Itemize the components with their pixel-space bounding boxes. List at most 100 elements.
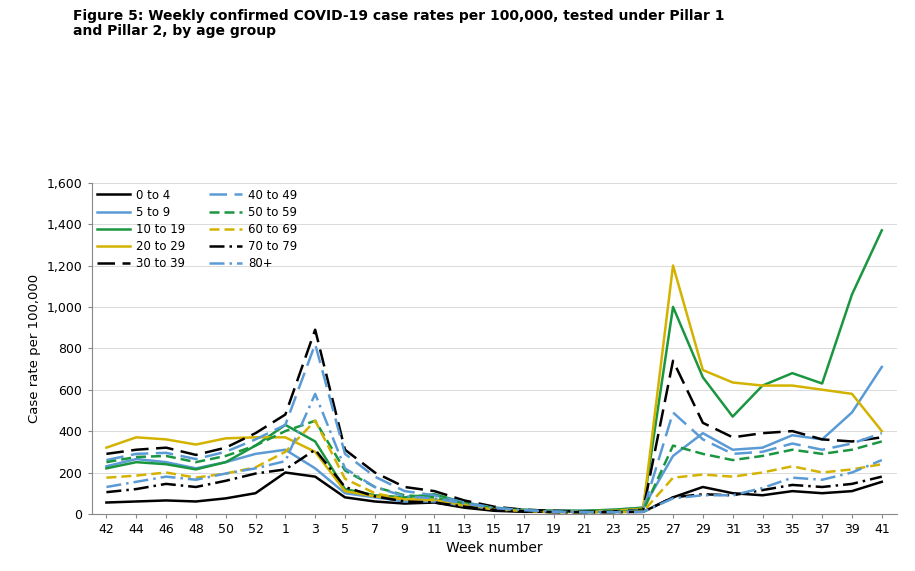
80+ — [638, 508, 649, 515]
70 to 79 — [578, 509, 589, 516]
70 to 79 — [638, 508, 649, 515]
60 to 69 — [846, 466, 857, 473]
80+ — [668, 495, 679, 502]
50 to 59 — [548, 508, 559, 515]
0 to 4 — [697, 484, 708, 490]
50 to 59 — [877, 438, 888, 445]
70 to 79 — [668, 494, 679, 501]
80+ — [787, 475, 798, 481]
60 to 69 — [668, 475, 679, 481]
0 to 4 — [787, 488, 798, 494]
X-axis label: Week number: Week number — [446, 541, 543, 556]
30 to 39 — [548, 508, 559, 514]
5 to 9 — [608, 506, 619, 513]
5 to 9 — [190, 465, 201, 472]
0 to 4 — [339, 494, 350, 501]
0 to 4 — [846, 488, 857, 494]
10 to 19 — [638, 504, 649, 511]
Line: 30 to 39: 30 to 39 — [106, 329, 882, 512]
0 to 4 — [817, 490, 828, 497]
30 to 39 — [250, 430, 261, 437]
40 to 49 — [429, 492, 440, 498]
50 to 59 — [399, 492, 410, 498]
60 to 69 — [339, 475, 350, 482]
0 to 4 — [309, 473, 320, 480]
70 to 79 — [131, 485, 142, 492]
50 to 59 — [846, 447, 857, 453]
70 to 79 — [101, 489, 112, 496]
70 to 79 — [280, 466, 291, 473]
5 to 9 — [757, 444, 768, 451]
40 to 49 — [221, 448, 231, 455]
50 to 59 — [489, 505, 500, 512]
60 to 69 — [727, 473, 738, 480]
80+ — [727, 492, 738, 498]
40 to 49 — [280, 421, 291, 428]
0 to 4 — [489, 508, 500, 514]
10 to 19 — [787, 370, 798, 377]
70 to 79 — [190, 484, 201, 490]
50 to 59 — [638, 508, 649, 514]
Y-axis label: Case rate per 100,000: Case rate per 100,000 — [28, 274, 41, 423]
80+ — [846, 469, 857, 476]
30 to 39 — [399, 484, 410, 490]
50 to 59 — [370, 484, 381, 490]
30 to 39 — [370, 469, 381, 476]
10 to 19 — [458, 499, 469, 506]
60 to 69 — [817, 469, 828, 476]
50 to 59 — [160, 452, 171, 459]
10 to 19 — [309, 438, 320, 445]
60 to 69 — [578, 509, 589, 516]
10 to 19 — [846, 291, 857, 298]
10 to 19 — [757, 382, 768, 389]
50 to 59 — [668, 442, 679, 449]
50 to 59 — [697, 451, 708, 457]
60 to 69 — [280, 448, 291, 455]
20 to 29 — [697, 367, 708, 373]
50 to 59 — [519, 507, 530, 514]
5 to 9 — [638, 504, 649, 511]
70 to 79 — [877, 473, 888, 480]
30 to 39 — [221, 444, 231, 451]
20 to 29 — [399, 496, 410, 503]
Text: and Pillar 2, by age group: and Pillar 2, by age group — [73, 24, 276, 38]
Line: 70 to 79: 70 to 79 — [106, 450, 882, 512]
50 to 59 — [817, 451, 828, 457]
10 to 19 — [578, 508, 589, 514]
80+ — [160, 473, 171, 480]
30 to 39 — [787, 428, 798, 435]
5 to 9 — [578, 508, 589, 514]
80+ — [101, 484, 112, 490]
30 to 39 — [757, 430, 768, 437]
70 to 79 — [429, 499, 440, 506]
60 to 69 — [131, 472, 142, 479]
70 to 79 — [757, 486, 768, 493]
20 to 29 — [101, 444, 112, 451]
5 to 9 — [309, 465, 320, 472]
20 to 29 — [458, 501, 469, 508]
Line: 20 to 29: 20 to 29 — [106, 266, 882, 512]
50 to 59 — [578, 508, 589, 515]
0 to 4 — [578, 508, 589, 515]
10 to 19 — [280, 421, 291, 428]
5 to 9 — [131, 456, 142, 463]
30 to 39 — [877, 434, 888, 441]
20 to 29 — [429, 496, 440, 503]
20 to 29 — [489, 505, 500, 512]
0 to 4 — [221, 495, 231, 502]
10 to 19 — [160, 461, 171, 468]
50 to 59 — [190, 459, 201, 465]
5 to 9 — [339, 490, 350, 497]
5 to 9 — [250, 451, 261, 457]
0 to 4 — [638, 508, 649, 515]
80+ — [221, 470, 231, 477]
40 to 49 — [697, 436, 708, 443]
40 to 49 — [101, 457, 112, 464]
30 to 39 — [608, 508, 619, 515]
10 to 19 — [131, 459, 142, 465]
10 to 19 — [727, 413, 738, 420]
40 to 49 — [877, 430, 888, 437]
20 to 29 — [877, 428, 888, 435]
Line: 40 to 49: 40 to 49 — [106, 344, 882, 512]
70 to 79 — [221, 477, 231, 484]
